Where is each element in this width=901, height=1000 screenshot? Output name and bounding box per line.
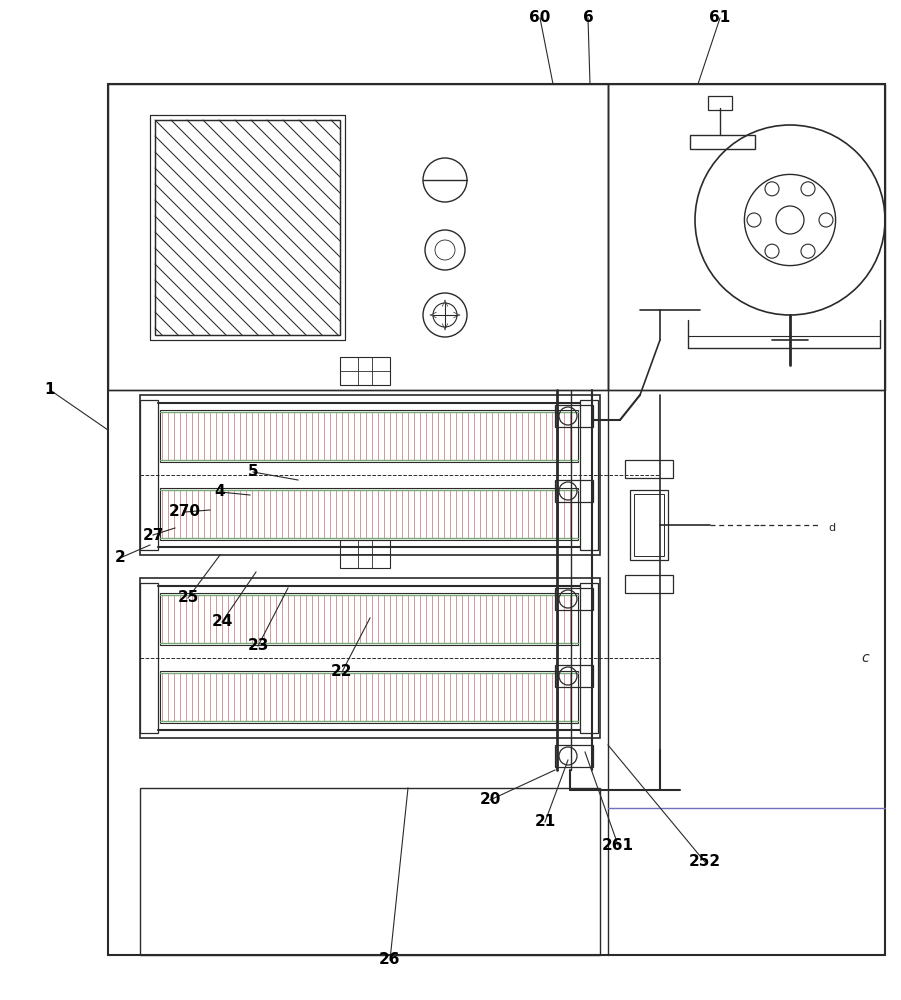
Text: d: d: [828, 523, 835, 533]
Bar: [625, 460, 673, 478]
Text: 27: 27: [142, 528, 164, 542]
Bar: [108, 84, 885, 955]
Bar: [160, 488, 578, 540]
Bar: [155, 120, 340, 335]
Bar: [555, 745, 593, 767]
Bar: [160, 671, 578, 723]
Bar: [634, 494, 664, 556]
Bar: [160, 410, 578, 462]
Bar: [108, 84, 608, 390]
Text: 26: 26: [379, 952, 401, 968]
Bar: [555, 665, 593, 687]
Bar: [555, 405, 593, 427]
Text: 22: 22: [332, 664, 353, 680]
Text: 60: 60: [529, 10, 551, 25]
Text: 20: 20: [479, 792, 501, 808]
Text: 6: 6: [583, 10, 594, 25]
Bar: [340, 357, 390, 385]
Text: 61: 61: [709, 10, 731, 25]
Bar: [140, 583, 158, 733]
Bar: [580, 400, 598, 550]
Text: 25: 25: [177, 590, 199, 605]
Bar: [150, 115, 345, 340]
Bar: [708, 96, 732, 110]
Text: 2: 2: [114, 550, 125, 566]
Text: c: c: [861, 651, 869, 665]
Bar: [580, 583, 598, 733]
Text: 23: 23: [247, 639, 268, 654]
Bar: [555, 588, 593, 610]
Text: 261: 261: [602, 838, 634, 852]
Bar: [140, 400, 158, 550]
Text: 21: 21: [534, 814, 556, 830]
Bar: [690, 135, 755, 149]
Bar: [140, 578, 600, 738]
Bar: [140, 788, 600, 955]
Bar: [630, 490, 668, 560]
Bar: [625, 575, 673, 593]
Bar: [140, 395, 600, 555]
Bar: [155, 120, 340, 335]
Bar: [160, 593, 578, 645]
Bar: [555, 480, 593, 502]
Bar: [608, 84, 885, 390]
Bar: [150, 115, 345, 340]
Bar: [340, 540, 390, 568]
Text: 270: 270: [169, 504, 201, 520]
Text: 4: 4: [214, 485, 225, 499]
Text: 1: 1: [45, 382, 55, 397]
Text: 252: 252: [689, 854, 721, 869]
Text: 5: 5: [248, 464, 259, 480]
Text: 24: 24: [212, 614, 232, 630]
